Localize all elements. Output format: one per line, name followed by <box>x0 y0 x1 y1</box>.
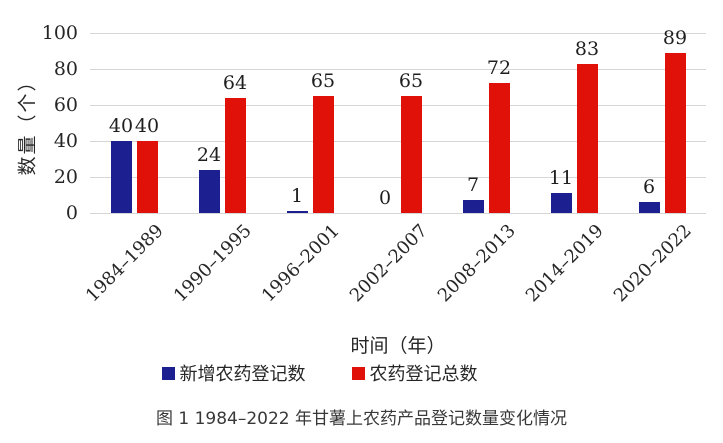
bar-value-label: 6 <box>642 176 656 199</box>
new-registrations-bar <box>110 141 132 213</box>
x-category-label: 1984–1989 <box>82 220 169 307</box>
gridline <box>90 32 706 34</box>
x-category-label: 2014–2019 <box>522 220 609 307</box>
y-tick-label: 40 <box>53 130 78 152</box>
total-registrations-bar <box>664 52 686 213</box>
x-category-label: 2002–2007 <box>346 220 433 307</box>
legend-label: 新增农药登记数 <box>179 364 306 385</box>
gridline <box>90 68 706 70</box>
x-category-label: 2020–2022 <box>610 220 697 307</box>
y-tick-label: 60 <box>53 94 78 116</box>
bar-value-label: 0 <box>378 187 392 209</box>
legend-swatch <box>351 366 365 380</box>
total-registrations-bar <box>488 83 510 213</box>
bar-value-label: 11 <box>548 167 574 190</box>
new-registrations-bar <box>198 169 220 213</box>
legend-label: 农药登记总数 <box>369 364 478 385</box>
new-registrations-bar <box>638 202 660 213</box>
legend-item: 新增农药登记数 <box>161 360 306 386</box>
bar-value-label: 64 <box>222 71 248 94</box>
new-registrations-bar <box>550 193 572 213</box>
legend: 新增农药登记数 农药登记总数 <box>0 360 681 386</box>
bar-value-label: 40 <box>108 115 134 137</box>
total-registrations-bar <box>312 96 334 213</box>
legend-item: 农药登记总数 <box>351 360 478 386</box>
plot-area: 40 40 24 64 1 65 0 65 7 72 11 83 6 89 <box>90 27 706 214</box>
total-registrations-bar <box>136 141 158 213</box>
bar-value-label: 1 <box>290 185 304 208</box>
x-category-label: 2008–2013 <box>434 220 521 307</box>
y-tick-label: 0 <box>65 202 78 224</box>
bar-value-label: 72 <box>486 57 512 80</box>
bar-value-label: 40 <box>134 115 160 137</box>
gridline <box>90 140 706 142</box>
bar-value-label: 24 <box>196 143 222 166</box>
total-registrations-bar <box>400 96 422 213</box>
bar-value-label: 7 <box>466 174 480 197</box>
new-registrations-bar <box>462 200 484 213</box>
gridline <box>90 176 706 178</box>
x-category-label: 1990–1995 <box>170 220 257 307</box>
y-tick-label: 20 <box>53 166 78 188</box>
x-category-label: 1996–2001 <box>258 220 345 307</box>
gridline <box>90 212 706 214</box>
bar-value-label: 89 <box>662 26 688 49</box>
y-axis-title: 数量（个） <box>16 70 39 176</box>
figure-caption: 图 1 1984–2022 年甘薯上农药产品登记数量变化情况 <box>155 409 568 429</box>
gridline <box>90 104 706 106</box>
legend-swatch <box>161 366 175 380</box>
new-registrations-bar <box>286 211 308 213</box>
total-registrations-bar <box>576 63 598 213</box>
y-tick-label: 100 <box>41 22 78 44</box>
total-registrations-bar <box>224 97 246 213</box>
bar-value-label: 65 <box>310 70 336 92</box>
x-axis-title: 时间（年） <box>350 335 446 357</box>
y-tick-label: 80 <box>53 58 78 80</box>
bar-value-label: 83 <box>574 37 600 60</box>
bar-value-label: 65 <box>398 70 424 92</box>
